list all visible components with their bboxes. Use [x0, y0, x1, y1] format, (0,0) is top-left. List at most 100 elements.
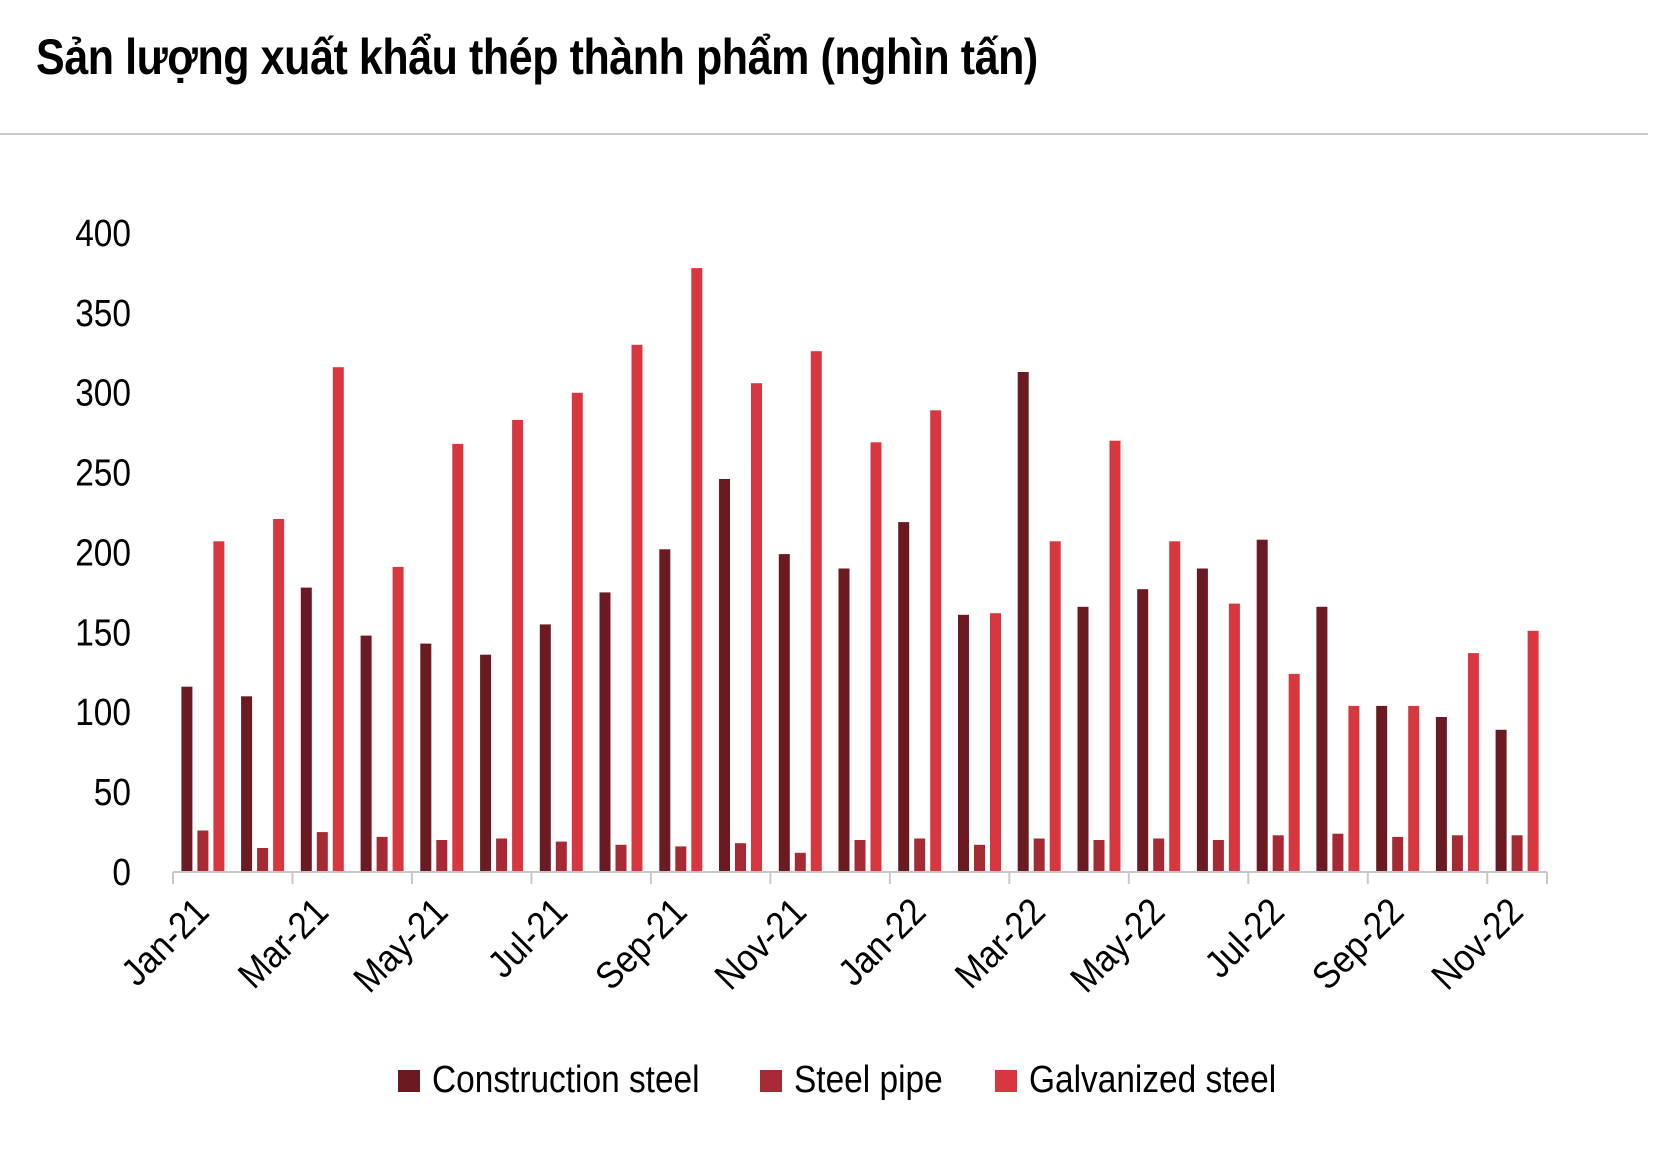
bar-galvanized-steel	[1408, 705, 1420, 872]
bar-construction-steel	[838, 568, 850, 872]
legend-swatch	[760, 1070, 782, 1092]
x-tick-label: Sep-22	[1303, 889, 1411, 997]
bar-galvanized-steel	[512, 419, 524, 872]
y-axis-labels: 0 50 100 150 200 250 300 350 400	[75, 212, 131, 893]
bar-galvanized-steel	[631, 344, 643, 872]
bar-steel-pipe	[854, 840, 866, 872]
bar-construction-steel	[1316, 606, 1328, 872]
bar-construction-steel	[241, 696, 253, 872]
y-tick-label: 50	[94, 771, 131, 813]
title-divider	[0, 133, 1648, 135]
bar-steel-pipe	[555, 841, 567, 872]
bar-galvanized-steel	[870, 442, 882, 872]
legend-label: Galvanized steel	[1029, 1058, 1276, 1100]
bar-steel-pipe	[1392, 836, 1404, 872]
x-axis	[172, 871, 1548, 884]
bar-construction-steel	[1077, 606, 1089, 872]
bar-steel-pipe	[257, 848, 269, 872]
bar-galvanized-steel	[1288, 673, 1300, 872]
bar-construction-steel	[539, 624, 551, 872]
bar-construction-steel	[1196, 568, 1208, 872]
bar-construction-steel	[480, 654, 492, 872]
bar-construction-steel	[1435, 717, 1447, 872]
bar-galvanized-steel	[332, 367, 344, 872]
bar-galvanized-steel	[1049, 541, 1061, 872]
bar-steel-pipe	[316, 832, 328, 872]
bar-galvanized-steel	[213, 541, 225, 872]
legend-swatch	[995, 1070, 1017, 1092]
bar-construction-steel	[1495, 729, 1507, 872]
bar-steel-pipe	[1511, 835, 1523, 872]
bar-steel-pipe	[376, 836, 388, 872]
bar-galvanized-steel	[1348, 705, 1360, 872]
bar-construction-steel	[958, 614, 969, 872]
bar-steel-pipe	[974, 844, 985, 872]
legend-label: Construction steel	[432, 1058, 700, 1100]
bar-construction-steel	[599, 592, 611, 872]
bar-galvanized-steel	[1109, 440, 1121, 872]
y-tick-label: 100	[75, 691, 131, 733]
x-axis-labels: Jan-21 Mar-21 May-21 Jul-21 Sep-21 Nov-21 Jan-…	[113, 889, 1532, 1000]
x-tick-label: May-22	[1062, 889, 1173, 1000]
x-tick-label: Nov-21	[706, 889, 814, 997]
y-tick-label: 150	[75, 611, 131, 653]
x-tick-label: Nov-22	[1423, 889, 1531, 997]
bar-steel-pipe	[1153, 838, 1165, 872]
bar-steel-pipe	[1212, 840, 1224, 872]
bar-steel-pipe	[615, 844, 627, 872]
legend-label: Steel pipe	[794, 1058, 943, 1100]
bar-construction-steel	[360, 635, 372, 872]
bar-galvanized-steel	[691, 268, 703, 873]
x-tick-label: Mar-21	[229, 889, 336, 996]
x-tick-label: May-21	[345, 889, 456, 1000]
bar-galvanized-steel	[1527, 630, 1539, 872]
bar-construction-steel	[1256, 539, 1268, 872]
bar-construction-steel	[420, 643, 432, 872]
bar-galvanized-steel	[1467, 653, 1479, 872]
bar-steel-pipe	[1451, 835, 1463, 872]
bar-steel-pipe	[1272, 835, 1284, 872]
bar-galvanized-steel	[1169, 541, 1181, 872]
y-tick-label: 200	[75, 532, 131, 574]
bar-galvanized-steel	[273, 519, 285, 872]
bar-construction-steel	[1376, 705, 1388, 872]
bar-construction-steel	[719, 479, 730, 872]
x-tick-label: Jul-22	[1196, 889, 1292, 985]
bar-steel-pipe	[1332, 833, 1344, 872]
bar-galvanized-steel	[810, 351, 822, 872]
y-tick-label: 350	[75, 292, 131, 334]
bar-construction-steel	[1137, 589, 1149, 872]
bar-steel-pipe	[1093, 840, 1105, 872]
x-tick-label: Jan-22	[829, 889, 933, 993]
y-tick-label: 400	[75, 212, 131, 254]
bar-steel-pipe	[436, 840, 448, 872]
bar-galvanized-steel	[392, 566, 404, 872]
legend: Construction steel Steel pipe Galvanized s…	[398, 1058, 1276, 1100]
bar-galvanized-steel	[930, 410, 942, 872]
bars	[181, 268, 1539, 873]
bar-construction-steel	[181, 686, 193, 872]
bar-steel-pipe	[914, 838, 926, 872]
bar-steel-pipe	[496, 838, 508, 872]
bar-steel-pipe	[1033, 838, 1045, 872]
x-tick-label: Jul-21	[479, 889, 575, 985]
bar-construction-steel	[778, 554, 790, 872]
bar-galvanized-steel	[751, 383, 762, 872]
bar-galvanized-steel	[452, 443, 464, 872]
bar-construction-steel	[300, 587, 312, 872]
bar-galvanized-steel	[571, 392, 583, 873]
bar-steel-pipe	[197, 830, 209, 872]
bar-galvanized-steel	[990, 613, 1001, 872]
bar-steel-pipe	[675, 846, 687, 872]
bar-steel-pipe	[794, 852, 806, 872]
x-tick-label: Jan-21	[113, 889, 217, 993]
bar-construction-steel	[1017, 372, 1029, 872]
y-tick-label: 250	[75, 452, 131, 494]
y-tick-label: 0	[112, 851, 131, 893]
bar-construction-steel	[898, 522, 910, 872]
chart-title: Sản lượng xuất khẩu thép thành phẩm (ngh…	[36, 29, 1038, 85]
bar-steel-pipe	[735, 843, 746, 872]
bar-galvanized-steel	[1228, 603, 1240, 872]
x-tick-label: Sep-21	[586, 889, 694, 997]
